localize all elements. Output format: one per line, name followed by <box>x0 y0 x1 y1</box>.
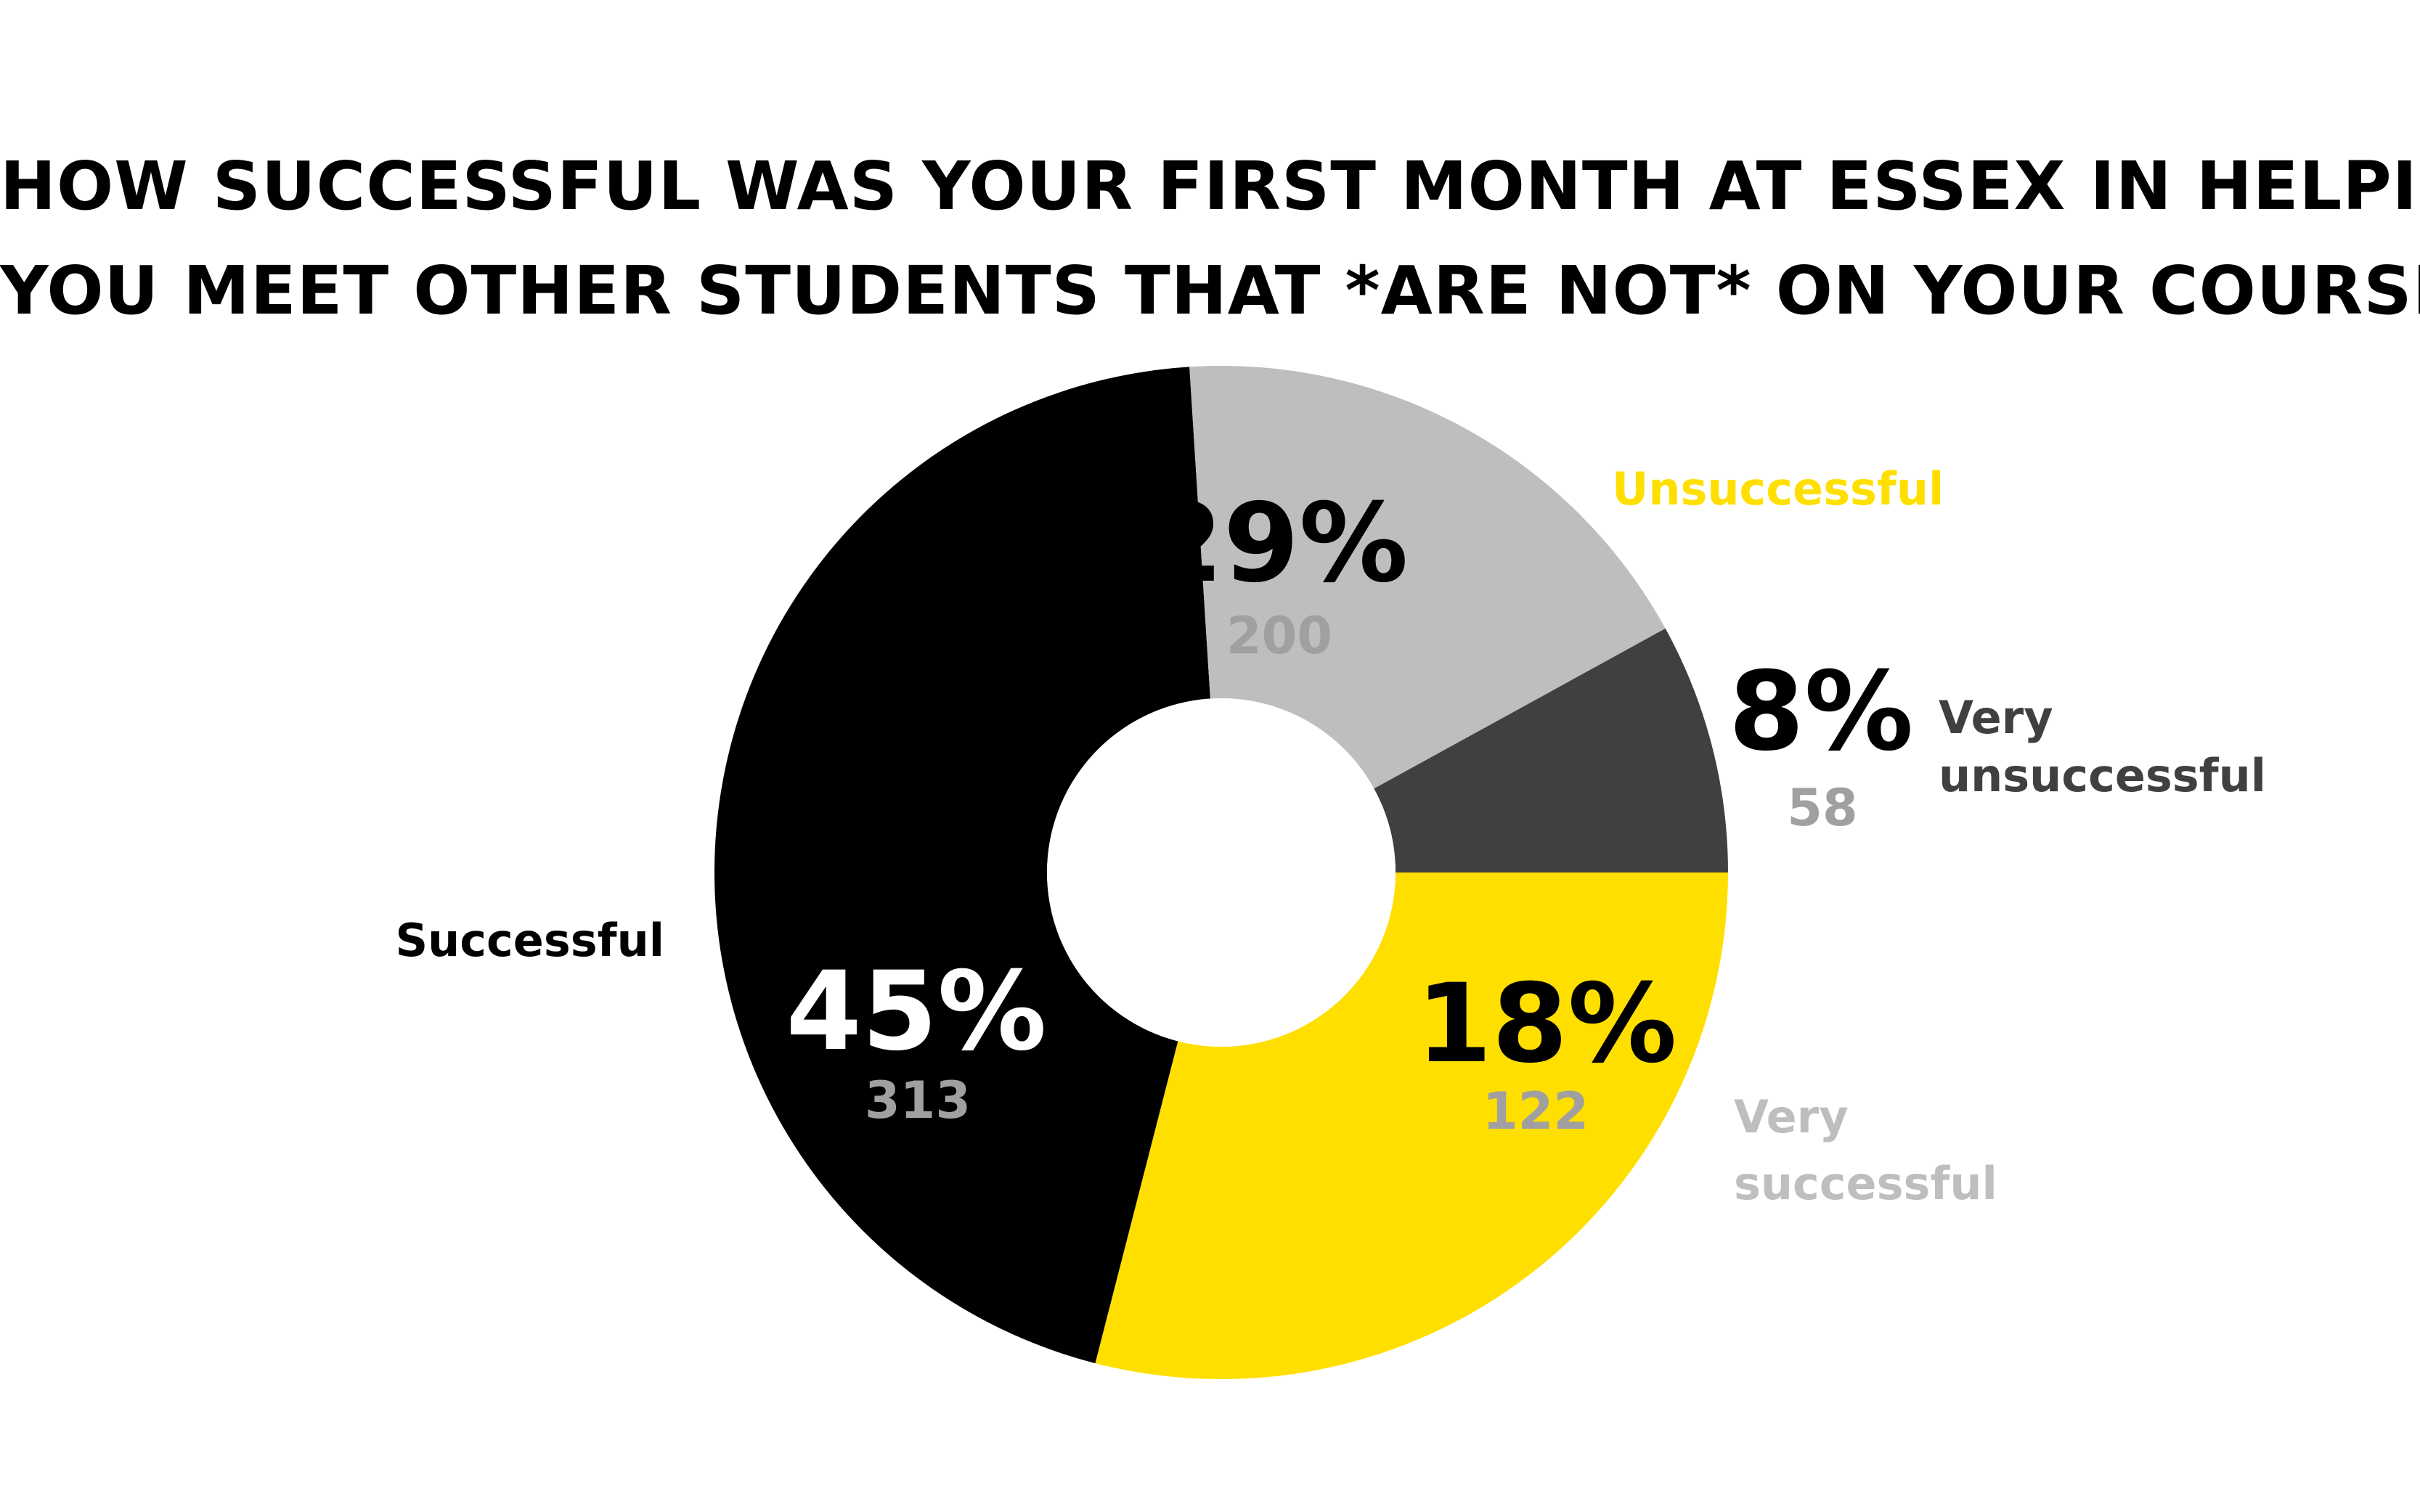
category-label-very-unsuccessful-line-1: Very <box>1939 691 2053 744</box>
category-label-very-successful-line-1: Very <box>1734 1090 1849 1143</box>
slice-very-unsuccessful <box>1374 628 1728 873</box>
slice-unsuccessful <box>1095 873 1728 1379</box>
count-label-successful: 313 <box>865 1071 971 1130</box>
chart-title-line-2: YOU MEET OTHER STUDENTS THAT *ARE NOT* O… <box>0 252 2420 330</box>
percent-label-very-unsuccessful: 8% <box>1729 649 1914 775</box>
category-label-very-successful-line-2: successful <box>1734 1157 1997 1210</box>
slice-successful <box>714 367 1210 1364</box>
percent-label-unsuccessful: 29% <box>1147 481 1408 607</box>
slice-very-successful <box>1189 366 1666 789</box>
donut-hole <box>1047 698 1396 1047</box>
category-label-unsuccessful: Unsuccessful <box>1612 462 1944 515</box>
category-label-very-unsuccessful-line-2: unsuccessful <box>1939 749 2266 802</box>
percent-label-successful: 45% <box>786 949 1046 1075</box>
count-label-very-unsuccessful: 58 <box>1787 778 1857 838</box>
category-label-successful: Successful <box>395 914 664 967</box>
chart-title-line-1: HOW SUCCESSFUL WAS YOUR FIRST MONTH AT E… <box>0 147 2420 225</box>
count-label-very-successful: 122 <box>1483 1082 1589 1141</box>
count-label-unsuccessful: 200 <box>1226 606 1332 666</box>
chart-title: HOW SUCCESSFUL WAS YOUR FIRST MONTH AT E… <box>0 134 2420 343</box>
percent-label-very-successful: 18% <box>1416 961 1677 1087</box>
